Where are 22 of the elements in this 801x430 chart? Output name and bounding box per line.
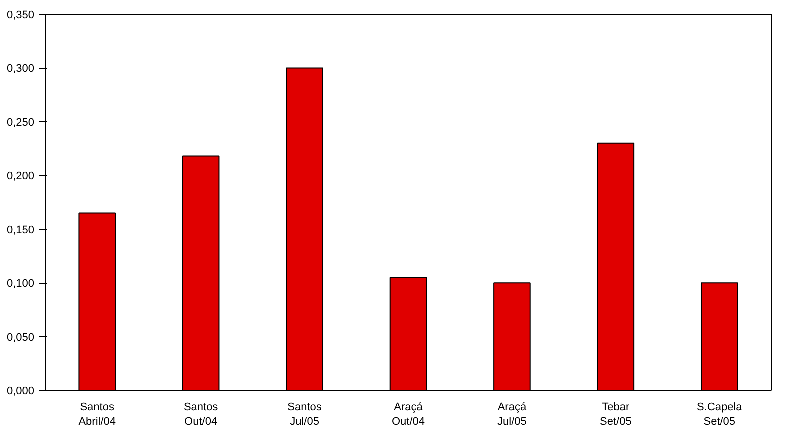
x-tick-label: Santos Jul/05: [288, 402, 322, 428]
y-tick-label: 0,150: [6, 224, 35, 236]
x-tick-label: Santos Out/04: [184, 402, 219, 428]
y-tick-label: 0,000: [6, 386, 35, 398]
bar: [494, 282, 531, 390]
y-tick-label: 0,050: [6, 332, 35, 344]
x-tick-label: Araçá Out/04: [392, 402, 426, 428]
x-tick-label: S.Capela Set/05: [697, 402, 744, 428]
x-tick-label: Tebar Set/05: [600, 402, 632, 428]
bar: [286, 68, 324, 390]
y-tick-label: 0,100: [6, 278, 35, 290]
x-tick-label: Araçá Jul/05: [498, 402, 528, 428]
bar: [700, 282, 738, 390]
y-tick-label: 0,350: [6, 10, 35, 22]
y-tick-label: 0,250: [6, 116, 35, 129]
x-tick-label: Santos Abril/04: [78, 402, 116, 428]
bar: [78, 212, 116, 390]
y-tick-label: 0,300: [6, 63, 35, 76]
bar: [390, 277, 428, 390]
bar: [597, 142, 635, 390]
y-tick-label: 0,200: [6, 170, 35, 183]
bar: [182, 156, 220, 390]
